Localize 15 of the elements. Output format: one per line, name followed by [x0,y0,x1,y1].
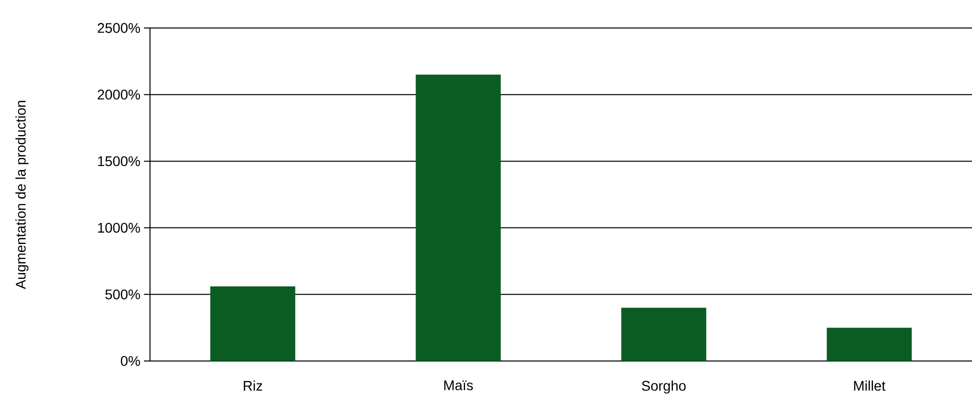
y-tick-label: 2500% [98,23,140,33]
y-tick-label: 1500% [98,156,140,166]
y-tick-label: 500% [105,289,140,300]
y-axis-title: Augmentation de la production [15,100,28,290]
x-tick-label: Maïs [444,380,473,390]
x-tick-label: Millet [854,380,886,391]
x-tick-label: Sorgho [642,380,686,394]
bar [826,328,912,361]
y-tick-label: 1000% [98,222,140,233]
x-tick-label: Riz [244,380,262,391]
y-tick-label: 0% [120,356,140,366]
bar [621,308,706,361]
bar [210,286,296,361]
bar [416,74,501,361]
y-tick-label: 2000% [98,90,140,100]
